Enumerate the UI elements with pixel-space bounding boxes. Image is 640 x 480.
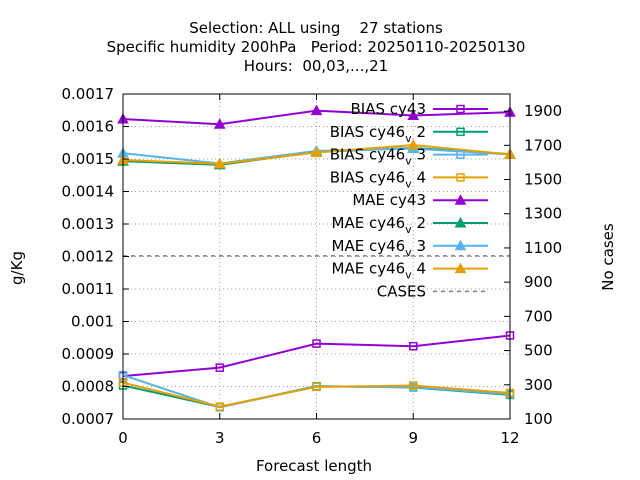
data-point-triangle <box>310 146 323 157</box>
y2-axis-label: No cases <box>599 223 617 291</box>
legend-entry-label: MAE cy43 <box>352 191 426 209</box>
y2-tick-label: 500 <box>524 342 553 360</box>
x-tick-label: 3 <box>215 429 225 447</box>
series-7 <box>117 138 516 169</box>
data-point-square <box>456 150 465 159</box>
legend-entry-label: BIAS cy46v 4 <box>330 168 426 190</box>
y2-tick-label: 700 <box>524 307 553 325</box>
x-axis-label: Forecast length <box>256 457 372 475</box>
y2-tick-label: 1500 <box>524 171 562 189</box>
y2-tick-label: 1100 <box>524 239 562 257</box>
title-line: Specific humidity 200hPa Period: 2025011… <box>107 38 526 56</box>
data-point-square <box>409 341 418 351</box>
data-point-square <box>215 363 224 372</box>
title-line: Hours: 00,03,...,21 <box>244 57 388 75</box>
data-point-square <box>456 173 465 182</box>
y-tick-label: 0.0009 <box>62 345 115 363</box>
data-point-triangle <box>454 239 467 251</box>
title-line: Selection: ALL using 27 stations <box>189 19 443 37</box>
x-axis-ticks: 0 3 6 9 12 <box>118 94 520 447</box>
data-point-square <box>456 127 465 137</box>
y-tick-label: 0.0011 <box>62 280 115 298</box>
y-tick-label: 0.0017 <box>62 85 115 103</box>
data-point-triangle <box>213 118 226 129</box>
legend-entry-label: MAE cy46v 4 <box>332 260 427 282</box>
series-line <box>122 334 511 378</box>
y2-tick-label: 900 <box>524 273 553 291</box>
data-point-triangle <box>454 216 467 228</box>
y-tick-label: 0.0008 <box>62 378 115 396</box>
x-tick-label: 9 <box>408 429 418 447</box>
y-tick-label: 0.0014 <box>62 183 115 201</box>
y2-tick-label: 300 <box>524 376 553 394</box>
y2-tick-label: 100 <box>524 410 553 428</box>
y-axis-ticks: 0.0007 0.0008 0.0009 0.001 0.0011 0.0012 0.001… <box>62 85 129 428</box>
y2-tick-label: 1700 <box>524 136 562 154</box>
legend-entry-label: BIAS cy46v 2 <box>330 123 426 145</box>
data-point-triangle <box>213 157 226 169</box>
legend-entry-label: MAE cy46v 2 <box>332 214 427 236</box>
y-tick-label: 0.0015 <box>62 150 115 168</box>
data-point-square <box>312 339 321 348</box>
y2-axis-ticks: 100 300 500 700 900 1100 1300 1500 1700 1900 <box>504 102 562 428</box>
y-tick-label: 0.0012 <box>62 248 115 266</box>
y2-tick-label: 1300 <box>524 205 562 223</box>
y-tick-label: 0.0007 <box>62 410 115 428</box>
y-axis-label: g/Kg <box>8 251 26 285</box>
data-point-square <box>456 104 465 114</box>
y-tick-label: 0.001 <box>71 313 114 331</box>
legend-entry-label: BIAS cy43 <box>351 100 426 118</box>
y-tick-label: 0.0016 <box>62 118 115 136</box>
chart-title: Selection: ALL using 27 stationsSpecific… <box>107 19 526 75</box>
data-point-triangle <box>454 194 467 205</box>
legend-entry-label: CASES <box>377 282 426 300</box>
data-point-square <box>215 402 224 411</box>
legend-entry-label: BIAS cy46v 3 <box>330 146 426 168</box>
data-point-square <box>409 381 418 390</box>
data-point-triangle <box>454 262 467 274</box>
series-0 <box>118 331 515 381</box>
x-tick-label: 12 <box>500 429 519 447</box>
series-line <box>122 381 511 408</box>
x-tick-label: 0 <box>118 429 128 447</box>
x-tick-label: 6 <box>312 429 322 447</box>
data-point-triangle <box>407 138 420 150</box>
y2-tick-label: 1900 <box>524 102 562 120</box>
data-point-square <box>312 382 321 392</box>
data-point-triangle <box>310 104 323 116</box>
data-point-triangle <box>407 109 420 120</box>
legend-entry-label: MAE cy46v 3 <box>332 237 427 259</box>
y-tick-label: 0.0013 <box>62 215 115 233</box>
